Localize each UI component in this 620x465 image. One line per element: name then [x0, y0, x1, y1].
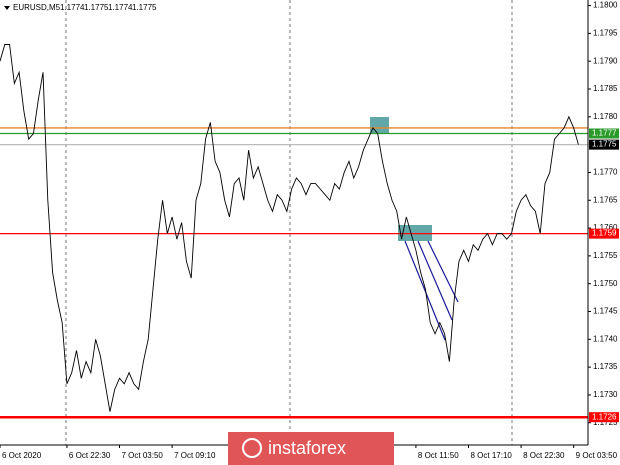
- y-tick-label: 1.1730: [593, 390, 618, 399]
- y-tick-label: 1.1780: [593, 112, 618, 121]
- y-tick-label: 1.1755: [593, 251, 618, 260]
- x-tick-label: 6 Oct 22:30: [69, 451, 111, 460]
- level-label-box: [589, 128, 619, 139]
- day-separators: [65, 0, 513, 445]
- level-label: 1.1759: [592, 229, 617, 238]
- zone-box: [370, 117, 389, 134]
- channel-lines: [404, 240, 459, 341]
- plot: [0, 44, 588, 419]
- level-label: 1.1726: [592, 412, 617, 421]
- symbol: EURUSD,M5: [13, 3, 61, 12]
- y-tick-label: 1.1760: [593, 223, 618, 232]
- y-tick-label: 1.1785: [593, 84, 618, 93]
- level-label-box: [589, 228, 619, 239]
- price-line: [0, 44, 579, 412]
- x-tick-label: 8 Oct 22:30: [523, 451, 565, 460]
- x-tick-label: 8 Oct 11:50: [418, 451, 459, 460]
- channel-line: [427, 240, 459, 303]
- y-tick-label: 1.1795: [593, 28, 618, 37]
- header: EURUSD,M5 1.1774 1.1775 1.1774 1.1775: [4, 3, 157, 12]
- x-tick-label: 6 Oct 2020: [2, 451, 42, 460]
- level-label-box: [589, 412, 619, 423]
- ohlc: 1.1774: [60, 3, 85, 12]
- watermark-text: instaforex: [268, 438, 346, 458]
- watermark-box: [228, 432, 394, 465]
- level-label-box: [589, 139, 619, 150]
- y-tick-label: 1.1790: [593, 56, 618, 65]
- x-tick-label: 7 Oct 09:10: [174, 451, 216, 460]
- level-label: 1.1777: [592, 129, 617, 138]
- y-tick-label: 1.1735: [593, 362, 618, 371]
- ohlc: 1.1775: [84, 3, 109, 12]
- y-tick-label: 1.1765: [593, 195, 618, 204]
- y-tick-label: 1.1770: [593, 168, 618, 177]
- header-arrow: [4, 6, 10, 10]
- y-tick-label: 1.1725: [593, 418, 618, 427]
- y-tick-label: 1.1740: [593, 334, 618, 343]
- watermark: instaforex: [228, 432, 394, 465]
- channel-line: [404, 240, 446, 341]
- ohlc: 1.1775: [132, 3, 157, 12]
- x-tick-label: 8 Oct 17:10: [470, 451, 512, 460]
- level-label: 1.1775: [592, 140, 617, 149]
- y-tick-label: 1.1750: [593, 279, 618, 288]
- watermark-logo: [242, 438, 262, 458]
- ohlc: 1.1774: [108, 3, 133, 12]
- x-tick-label: 7 Oct 03:50: [122, 451, 164, 460]
- y-tick-label: 1.1745: [593, 307, 618, 316]
- x-tick-label: 9 Oct 03:50: [576, 451, 618, 460]
- channel-line: [417, 240, 453, 321]
- y-tick-label: 1.1800: [593, 1, 618, 10]
